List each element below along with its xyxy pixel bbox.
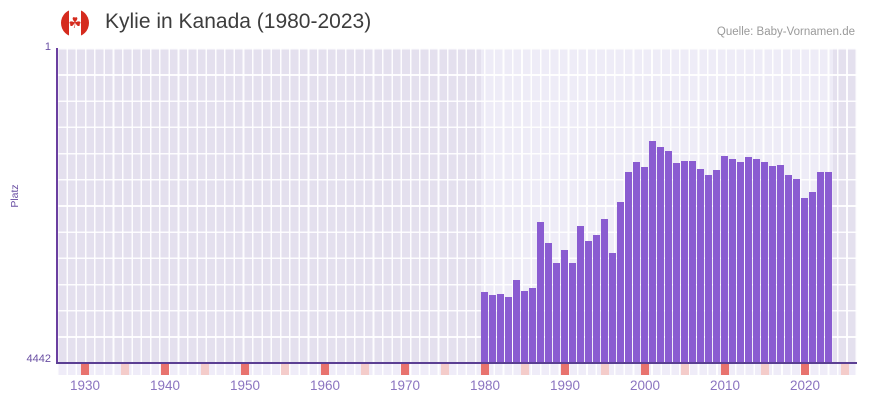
bar-1982 (497, 294, 504, 362)
bar-1985 (521, 291, 528, 362)
chart-header: ☘ Kylie in Kanada (1980-2023) Quelle: Ba… (0, 0, 873, 46)
bar-2004 (673, 163, 680, 362)
flag-band-right (81, 9, 89, 37)
bar-2006 (689, 161, 696, 362)
bar-2001 (649, 140, 656, 362)
x-tick-1930 (81, 364, 89, 375)
bar-2012 (737, 162, 744, 362)
maple-leaf-icon: ☘ (68, 14, 82, 32)
bar-2018 (785, 174, 792, 362)
bar-1990 (561, 250, 568, 362)
bar-1981 (489, 295, 496, 362)
x-axis-label-1990: 1990 (549, 378, 581, 393)
bar-2016 (769, 166, 776, 362)
x-tick-1975 (441, 364, 449, 375)
x-tick-1955 (281, 364, 289, 375)
bar-1983 (505, 296, 512, 362)
bar-2008 (705, 175, 712, 362)
x-tick-1990 (561, 364, 569, 375)
x-axis-label-2000: 2000 (629, 378, 661, 393)
x-tick-1950 (241, 364, 249, 375)
x-tick-2000 (641, 364, 649, 375)
bar-1984 (513, 279, 520, 362)
x-axis-label-1970: 1970 (389, 378, 421, 393)
bar-2021 (809, 192, 816, 362)
bar-2007 (697, 168, 704, 362)
bar-1995 (601, 218, 608, 362)
bar-2010 (721, 155, 728, 362)
bar-1991 (569, 262, 576, 362)
bar-2014 (753, 159, 760, 362)
x-tick-2025 (841, 364, 849, 375)
bar-1996 (609, 252, 616, 362)
x-tick-1945 (201, 364, 209, 375)
flag-band-left (61, 9, 69, 37)
x-tick-1960 (321, 364, 329, 375)
bar-1998 (625, 171, 632, 362)
x-tick-1995 (601, 364, 609, 375)
x-axis-label-1930: 1930 (69, 378, 101, 393)
bar-series (57, 48, 857, 362)
bar-2023 (825, 172, 832, 362)
bar-1993 (585, 240, 592, 362)
x-axis-line (56, 362, 857, 364)
bar-2019 (793, 178, 800, 362)
bar-2003 (665, 151, 672, 362)
bar-1994 (593, 234, 600, 362)
canada-flag-icon: ☘ (61, 9, 89, 37)
bar-2009 (713, 170, 720, 362)
x-tick-2020 (801, 364, 809, 375)
bar-2013 (745, 157, 752, 362)
page-title: Kylie in Kanada (1980-2023) (105, 10, 372, 33)
bar-2005 (681, 161, 688, 362)
bar-2015 (761, 161, 768, 362)
x-tick-1965 (361, 364, 369, 375)
bar-1992 (577, 226, 584, 362)
x-axis-label-1950: 1950 (229, 378, 261, 393)
bar-2017 (777, 165, 784, 362)
x-axis-tick-strip (57, 364, 857, 375)
y-axis-line (56, 48, 58, 363)
bar-1986 (529, 287, 536, 362)
x-tick-2005 (681, 364, 689, 375)
y-axis-title: Platz (9, 184, 21, 208)
x-axis-label-2010: 2010 (709, 378, 741, 393)
bar-2000 (641, 166, 648, 362)
bar-1987 (537, 221, 544, 362)
x-tick-1935 (121, 364, 129, 375)
x-axis-label-1940: 1940 (149, 378, 181, 393)
x-tick-1940 (161, 364, 169, 375)
x-axis-label-1980: 1980 (469, 378, 501, 393)
bar-1997 (617, 202, 624, 362)
x-tick-2010 (721, 364, 729, 375)
x-tick-2015 (761, 364, 769, 375)
bar-2011 (729, 159, 736, 362)
y-axis-bottom-tick-label: 4442 (26, 353, 51, 365)
bar-2002 (657, 146, 664, 362)
bar-1988 (545, 242, 552, 362)
bar-1989 (553, 263, 560, 362)
source-attribution: Quelle: Baby-Vornamen.de (716, 26, 855, 38)
bar-1999 (633, 161, 640, 362)
x-tick-1980 (481, 364, 489, 375)
x-tick-1985 (521, 364, 529, 375)
x-tick-1970 (401, 364, 409, 375)
bar-2020 (801, 197, 808, 362)
tick-strip-cells (57, 364, 857, 375)
x-axis-label-1960: 1960 (309, 378, 341, 393)
bar-1980 (481, 291, 488, 362)
bar-2022 (817, 172, 824, 362)
y-axis-top-tick-label: 1 (44, 41, 51, 53)
x-axis-label-2020: 2020 (789, 378, 821, 393)
plot-area (57, 48, 857, 362)
